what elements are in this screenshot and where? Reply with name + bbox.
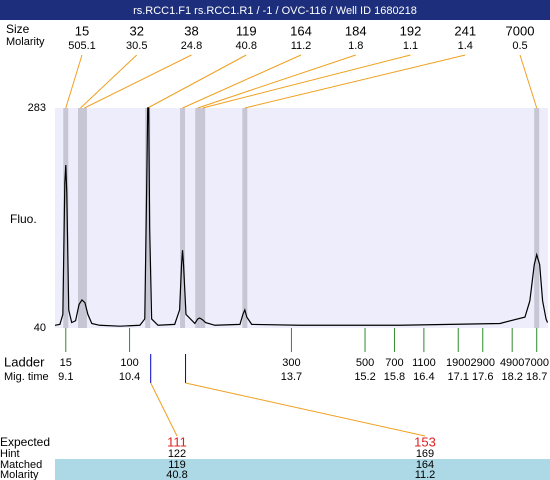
title: rs.RCC1.F1 rs.RCC1.R1 / -1 / OVC-116 / W… bbox=[133, 5, 417, 17]
matching-matched: 119 bbox=[168, 459, 186, 471]
matching-row-label: Matched bbox=[0, 459, 42, 471]
peak-molarity: 1.1 bbox=[403, 40, 418, 52]
matching-expected: 153 bbox=[414, 434, 436, 449]
ladder-size: 7000 bbox=[524, 357, 548, 369]
ladder-size: 4900 bbox=[500, 357, 524, 369]
y-tick-label: 283 bbox=[28, 102, 46, 114]
matching-matched: 164 bbox=[416, 459, 434, 471]
peak-size: 119 bbox=[236, 23, 257, 38]
matching-row-label: Molarity bbox=[0, 469, 39, 480]
y-tick-label: 40 bbox=[34, 322, 46, 334]
peak-size: 184 bbox=[345, 23, 367, 38]
x-tick-label: 9.1 bbox=[58, 371, 73, 383]
plot-area bbox=[55, 108, 548, 328]
x-tick-label: 15.8 bbox=[384, 371, 405, 383]
peak-band bbox=[145, 108, 151, 328]
ladder-size: 100 bbox=[120, 357, 138, 369]
matching-hint: 122 bbox=[168, 448, 186, 460]
x-tick-label: 16.4 bbox=[413, 371, 434, 383]
x-tick-label: 17.6 bbox=[472, 371, 493, 383]
peak-band bbox=[200, 108, 206, 328]
peak-connector bbox=[202, 54, 411, 109]
x-label: Mig. time bbox=[4, 371, 49, 383]
peak-band bbox=[81, 108, 87, 328]
peak-size: 15 bbox=[75, 23, 89, 38]
x-tick-label: 17.1 bbox=[448, 371, 469, 383]
peak-size: 164 bbox=[290, 23, 312, 38]
matching-hint: 169 bbox=[416, 448, 434, 460]
peak-size: 32 bbox=[130, 23, 144, 38]
matched-highlight bbox=[55, 459, 550, 480]
peak-size: 7000 bbox=[506, 23, 535, 38]
ladder-label: Ladder bbox=[4, 354, 45, 369]
molarity-row-label: Molarity bbox=[6, 36, 45, 48]
y-label: Fluo. bbox=[10, 212, 37, 226]
title-bar bbox=[0, 0, 550, 20]
x-tick-label: 15.2 bbox=[354, 371, 375, 383]
peak-connector bbox=[197, 54, 356, 109]
ladder-size: 300 bbox=[282, 357, 300, 369]
peak-band bbox=[78, 108, 84, 328]
peak-connector bbox=[84, 54, 192, 109]
ladder-size: 500 bbox=[356, 357, 374, 369]
peak-band bbox=[63, 108, 69, 328]
peak-molarity: 1.4 bbox=[458, 40, 473, 52]
peak-connector bbox=[80, 54, 138, 109]
peak-row-label: Size bbox=[6, 22, 30, 36]
peak-connector bbox=[65, 54, 83, 109]
peak-connector bbox=[244, 54, 466, 109]
peak-band bbox=[180, 108, 186, 328]
peak-band bbox=[195, 108, 201, 328]
x-tick-label: 13.7 bbox=[281, 371, 302, 383]
matching-row-label: Expected bbox=[0, 435, 50, 449]
peak-size: 192 bbox=[400, 23, 422, 38]
ladder-size: 1900 bbox=[446, 357, 470, 369]
peak-molarity: 11.2 bbox=[291, 40, 312, 52]
peak-band bbox=[242, 108, 248, 328]
x-tick-label: 18.7 bbox=[526, 371, 547, 383]
x-tick-label: 18.2 bbox=[501, 371, 522, 383]
matching-expected: 111 bbox=[167, 434, 187, 449]
peak-connector bbox=[519, 54, 538, 109]
peak-connector bbox=[182, 54, 302, 109]
matching-row-label: Hint bbox=[0, 448, 20, 460]
ladder-size: 1100 bbox=[412, 357, 436, 369]
peak-size: 38 bbox=[184, 23, 198, 38]
peak-connector bbox=[147, 54, 247, 109]
trace bbox=[54, 107, 549, 327]
ladder-size: 700 bbox=[385, 357, 403, 369]
ladder-size: 15 bbox=[60, 357, 72, 369]
x-tick-label: 10.4 bbox=[119, 371, 140, 383]
matching-molarity: 11.2 bbox=[415, 469, 436, 480]
peak-molarity: 30.5 bbox=[126, 40, 147, 52]
peak-molarity: 24.8 bbox=[181, 40, 202, 52]
peak-molarity: 505.1 bbox=[68, 40, 96, 52]
matching-molarity: 40.8 bbox=[166, 469, 187, 480]
ladder-size: 2900 bbox=[471, 357, 495, 369]
peak-band bbox=[534, 108, 540, 328]
peak-molarity: 1.8 bbox=[348, 40, 363, 52]
peak-molarity: 40.8 bbox=[236, 40, 257, 52]
match-connector bbox=[150, 382, 178, 437]
peak-size: 241 bbox=[454, 23, 476, 38]
match-connector bbox=[185, 382, 426, 437]
peak-molarity: 0.5 bbox=[512, 40, 527, 52]
